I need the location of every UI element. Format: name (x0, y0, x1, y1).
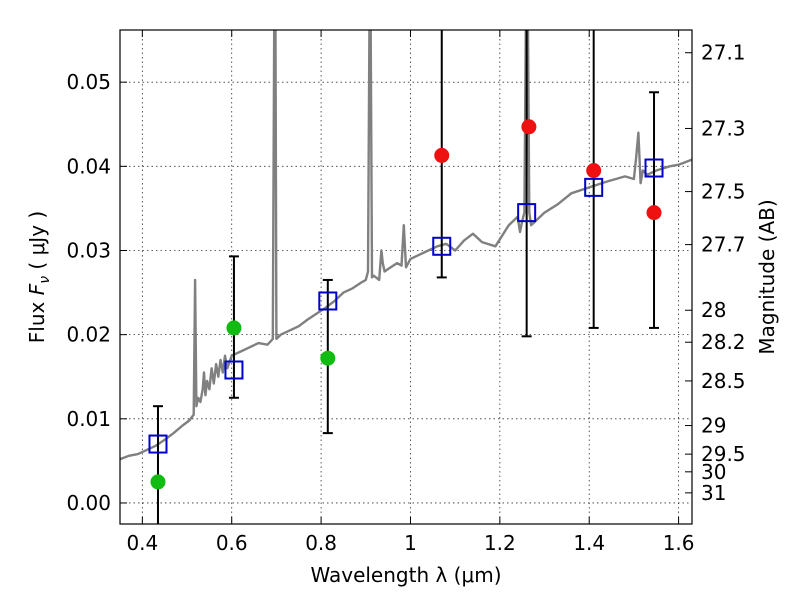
y-tick-label: 0.00 (66, 491, 111, 515)
y2-tick-label: 27.7 (701, 233, 746, 257)
x-tick-label: 1.2 (484, 531, 516, 555)
x-tick-label: 0.4 (126, 531, 158, 555)
y-axis-title-unit: ( μJy ) (25, 211, 49, 276)
x-tick-label: 0.8 (305, 531, 337, 555)
x-axis-title: Wavelength λ (μm) (310, 563, 501, 587)
y-tick-label: 0.01 (66, 407, 111, 431)
observed-green-point (320, 350, 336, 366)
observed-green-point (226, 320, 242, 336)
y-tick-label: 0.05 (66, 70, 111, 94)
y2-tick-label: 27.3 (701, 116, 746, 140)
observed-red-point (586, 163, 602, 179)
x-tick-label: 0.6 (216, 531, 248, 555)
x-tick-labels: 0.4 0.6 0.8 1 1.2 1.4 1.6 (126, 531, 694, 555)
y-axis-title-prefix: Flux (25, 295, 49, 343)
y2-tick-label: 30 (701, 460, 726, 484)
x-tick-label: 1.6 (663, 531, 695, 555)
observed-red-point (646, 205, 662, 221)
observed-red-point (521, 119, 537, 135)
y2-tick-label: 28.5 (701, 369, 746, 393)
y2-tick-label: 27.1 (701, 41, 746, 65)
y2-tick-label: 29.5 (701, 442, 746, 466)
y-axis-title-var: F (25, 283, 49, 295)
y2-tick-label: 28 (701, 298, 726, 322)
observed-green-point (150, 474, 166, 490)
y-tick-labels: 0.00 0.01 0.02 0.03 0.04 0.05 (66, 70, 111, 515)
y-axis-title-sub: ν (37, 276, 53, 284)
model-photometry-point (584, 177, 604, 197)
x-tick-label: 1 (404, 531, 417, 555)
model-photometry-point (644, 158, 664, 178)
observed-red-point (434, 147, 450, 163)
y-axis-title: Flux Fν ( μJy ) (25, 211, 53, 343)
model-photometry-point (432, 236, 452, 256)
spectrum-line (120, 30, 692, 461)
y2-tick-label: 29 (701, 414, 726, 438)
x-tick-label: 1.4 (573, 531, 605, 555)
y2-tick-label: 28.2 (701, 330, 746, 354)
plot-area (120, 30, 692, 524)
model-photometry-point (148, 434, 168, 454)
y2-tick-label: 27.5 (701, 180, 746, 204)
model-photometry-point (318, 291, 338, 311)
plot-frame (119, 29, 693, 525)
y2-axis-title: Magnitude (AB) (755, 199, 779, 354)
y-tick-label: 0.02 (66, 323, 111, 347)
y2-tick-label: 31 (701, 481, 726, 505)
y-tick-label: 0.04 (66, 154, 111, 178)
series-layer (120, 30, 692, 524)
grid (120, 30, 692, 524)
model-photometry-point (224, 360, 244, 380)
ticks (120, 30, 692, 524)
y-tick-label: 0.03 (66, 238, 111, 262)
model-photometry-point (517, 203, 537, 223)
